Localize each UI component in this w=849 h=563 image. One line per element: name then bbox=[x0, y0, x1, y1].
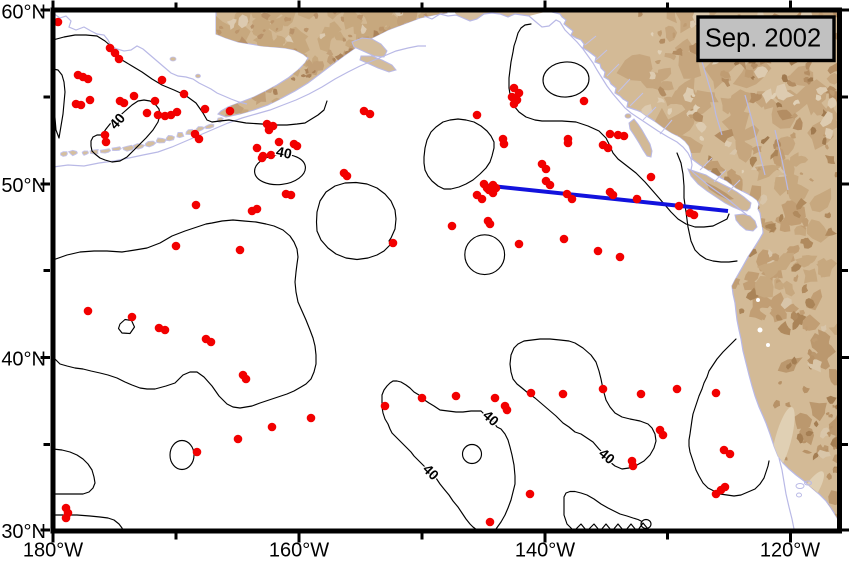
svg-text:50°N: 50°N bbox=[1, 175, 46, 197]
svg-text:120°W: 120°W bbox=[760, 540, 820, 562]
svg-text:40: 40 bbox=[275, 143, 294, 162]
svg-text:60°N: 60°N bbox=[1, 2, 46, 24]
svg-text:Sep. 2002: Sep. 2002 bbox=[705, 25, 821, 53]
svg-text:180°W: 180°W bbox=[23, 540, 83, 562]
svg-text:40°N: 40°N bbox=[1, 349, 46, 371]
svg-text:140°W: 140°W bbox=[515, 540, 575, 562]
svg-text:30°N: 30°N bbox=[1, 521, 46, 543]
svg-text:160°W: 160°W bbox=[269, 540, 329, 562]
